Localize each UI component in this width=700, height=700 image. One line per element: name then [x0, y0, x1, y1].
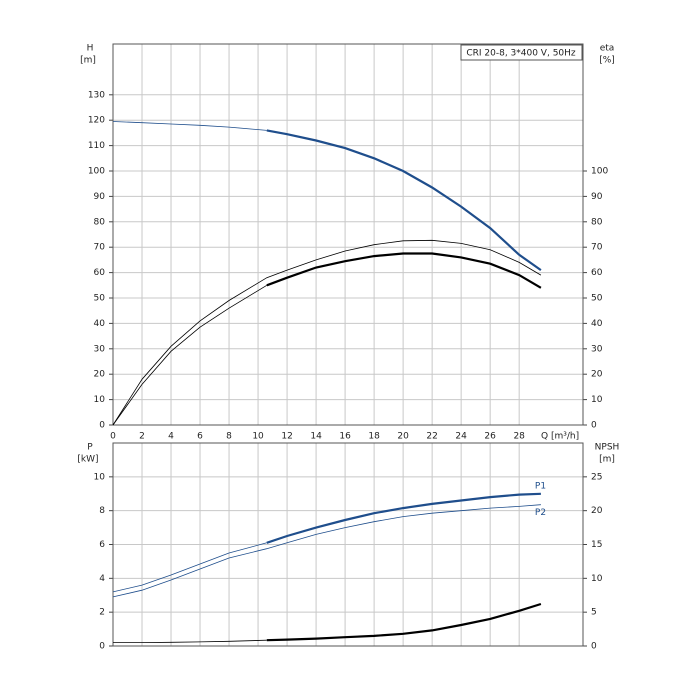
y-axis-unit: [kW] [77, 455, 98, 465]
curve [266, 129, 542, 271]
y2-tick-label: 5 [591, 608, 597, 618]
curve [112, 542, 267, 593]
y-axis-unit: [m] [80, 56, 96, 66]
y2-tick-label: 100 [591, 167, 608, 177]
y-tick-label: 4 [99, 574, 105, 584]
x-tick-label: 4 [168, 432, 174, 442]
x-tick-label: 18 [368, 432, 380, 442]
y-tick-label: 130 [88, 90, 105, 100]
curve-label: P2 [535, 508, 546, 518]
x-tick-label: 2 [139, 432, 145, 442]
curve-label: P1 [535, 481, 546, 491]
curve [112, 121, 267, 131]
x-tick-label: 22 [426, 432, 437, 442]
y-tick-label: 110 [88, 141, 105, 151]
y-tick-label: 30 [94, 344, 106, 354]
curve [113, 639, 267, 643]
title-box [460, 44, 583, 61]
y2-tick-label: 10 [591, 395, 603, 405]
y2-tick-label: 50 [591, 294, 603, 304]
y2-axis-unit: [%] [599, 56, 615, 66]
chart-title: CRI 20-8, 3*400 V, 50Hz [466, 49, 576, 59]
curve [112, 284, 268, 426]
y-tick-label: 20 [94, 370, 106, 380]
y2-axis-unit: [m] [599, 455, 615, 465]
y2-tick-label: 70 [591, 243, 603, 253]
y-tick-label: 100 [88, 167, 105, 177]
y-tick-label: 8 [99, 506, 105, 516]
x-tick-label: 24 [455, 432, 467, 442]
x-tick-label: 14 [310, 432, 322, 442]
y-tick-label: 0 [99, 421, 105, 431]
y-axis-label: H [87, 44, 94, 54]
x-tick-label: 28 [513, 432, 525, 442]
y-tick-label: 10 [94, 395, 106, 405]
y-tick-label: 40 [94, 319, 106, 329]
x-tick-label: 6 [197, 432, 203, 442]
y2-tick-label: 20 [591, 370, 603, 380]
x-tick-label: 10 [252, 432, 264, 442]
y-tick-label: 90 [94, 192, 106, 202]
plot-frame [112, 43, 584, 426]
y-tick-label: 70 [94, 243, 106, 253]
x-tick-label: 8 [226, 432, 232, 442]
y2-tick-label: 90 [591, 192, 603, 202]
y2-tick-label: 60 [591, 268, 603, 278]
x-axis-label: Q [m³/h] [541, 432, 579, 442]
curve [266, 602, 542, 642]
y-tick-label: 60 [94, 268, 106, 278]
x-tick-label: 26 [484, 432, 496, 442]
y2-tick-label: 40 [591, 319, 603, 329]
y-axis-label: P [87, 443, 93, 453]
y2-axis-label: NPSH [595, 443, 620, 453]
curve [112, 504, 541, 598]
y-tick-label: 80 [94, 217, 106, 227]
y-tick-label: 6 [99, 540, 105, 550]
y-tick-label: 0 [99, 642, 105, 652]
y-tick-label: 50 [94, 294, 106, 304]
x-tick-label: 20 [397, 432, 409, 442]
y2-tick-label: 20 [591, 506, 603, 516]
y2-tick-label: 0 [591, 642, 597, 652]
y2-tick-label: 15 [591, 540, 602, 550]
x-tick-label: 0 [110, 432, 116, 442]
y-tick-label: 10 [94, 472, 106, 482]
x-tick-label: 12 [281, 432, 292, 442]
curve [266, 492, 541, 544]
y-tick-label: 120 [88, 116, 105, 126]
y2-tick-label: 10 [591, 574, 603, 584]
x-tick-label: 16 [339, 432, 351, 442]
curve [266, 252, 542, 289]
y2-tick-label: 30 [591, 344, 603, 354]
y2-tick-label: 0 [591, 421, 597, 431]
y2-axis-label: eta [600, 44, 615, 54]
y2-tick-label: 25 [591, 472, 602, 482]
plot-frame [112, 442, 584, 647]
y-tick-label: 2 [99, 608, 105, 618]
y2-tick-label: 80 [591, 217, 603, 227]
curve [112, 239, 542, 426]
